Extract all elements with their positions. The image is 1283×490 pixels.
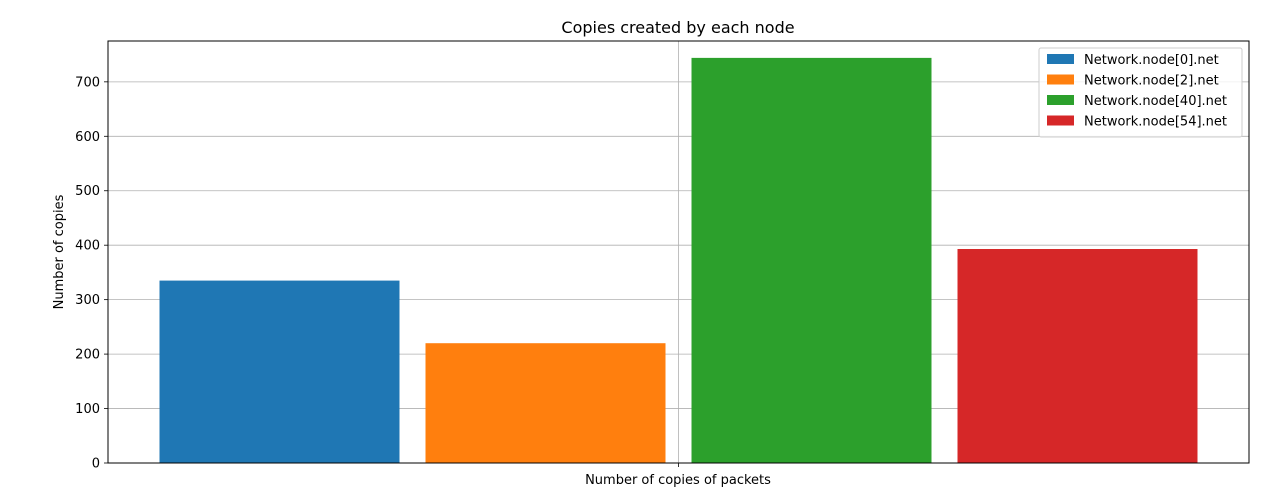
legend: Network.node[0].net Network.node[2].net Ne…	[1038, 47, 1243, 138]
y-axis-label: Number of copies	[52, 194, 67, 309]
y-tick-label: 300	[75, 293, 100, 308]
legend-swatch	[1047, 54, 1074, 64]
legend-box	[1038, 47, 1243, 138]
bar-series-0	[159, 280, 400, 463]
y-tick-label: 200	[75, 348, 100, 363]
legend-swatch	[1047, 95, 1074, 105]
x-axis-label: Number of copies of packets	[585, 473, 771, 488]
bar-series-2	[691, 57, 932, 463]
y-axis-ticks: 0 100 200 300 400 500 600 700	[75, 75, 108, 472]
y-tick-label: 0	[92, 457, 100, 472]
bar-series-1	[425, 343, 666, 463]
chart-title: Copies created by each node	[561, 18, 794, 37]
legend-label: Network.node[0].net	[1084, 53, 1219, 68]
y-tick-label: 400	[75, 239, 100, 254]
y-tick-label: 500	[75, 184, 100, 199]
legend-label: Network.node[40].net	[1084, 94, 1227, 109]
legend-label: Network.node[54].net	[1084, 115, 1227, 130]
y-tick-label: 600	[75, 130, 100, 145]
y-tick-label: 700	[75, 75, 100, 90]
y-tick-label: 100	[75, 402, 100, 417]
legend-swatch	[1047, 115, 1074, 126]
legend-label: Network.node[2].net	[1084, 74, 1219, 89]
bar-series-3	[957, 249, 1198, 463]
legend-swatch	[1047, 74, 1074, 85]
bars	[159, 57, 1198, 463]
